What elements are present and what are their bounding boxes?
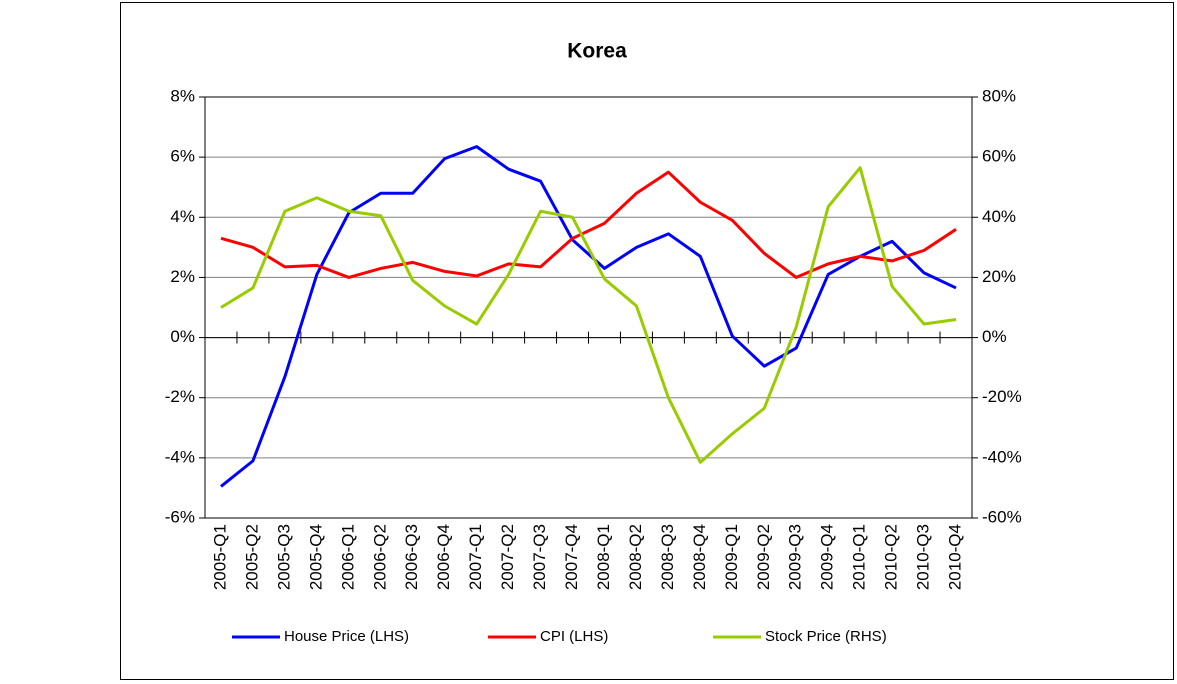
y-tick-label: -6% xyxy=(165,507,195,526)
chart-title: Korea xyxy=(567,40,627,63)
legend-label: CPI (LHS) xyxy=(540,628,608,645)
y2-tick-label: 0% xyxy=(982,327,1007,346)
y2-tick-label: -40% xyxy=(982,447,1022,466)
y2-tick-label: -20% xyxy=(982,387,1022,406)
x-tick-label: 2007-Q4 xyxy=(562,524,581,590)
legend-label: House Price (LHS) xyxy=(284,628,409,645)
x-tick-label: 2009-Q3 xyxy=(786,524,805,590)
x-tick-label: 2009-Q2 xyxy=(754,524,773,590)
series-line xyxy=(220,145,957,488)
y2-tick-label: 80% xyxy=(982,86,1016,105)
x-tick-label: 2010-Q1 xyxy=(850,524,869,590)
x-tick-label: 2008-Q3 xyxy=(658,524,677,590)
x-tick-label: 2005-Q3 xyxy=(274,524,293,590)
x-tick-label: 2008-Q4 xyxy=(690,524,709,590)
x-tick-label: 2006-Q3 xyxy=(402,524,421,590)
x-tick-label: 2008-Q2 xyxy=(626,524,645,590)
x-tick-label: 2007-Q1 xyxy=(466,524,485,590)
y-tick-label: 2% xyxy=(170,267,195,286)
x-tick-label: 2009-Q4 xyxy=(818,524,837,590)
y2-tick-label: -60% xyxy=(982,507,1022,526)
x-tick-label: 2008-Q1 xyxy=(594,524,613,590)
y-tick-label: 6% xyxy=(170,147,195,166)
x-tick-label: 2006-Q2 xyxy=(370,524,389,590)
plot-frame xyxy=(204,96,973,519)
x-tick-label: 2009-Q1 xyxy=(722,524,741,590)
y-tick-label: 0% xyxy=(170,327,195,346)
y2-tick-label: 60% xyxy=(982,147,1016,166)
y2-tick-label: 40% xyxy=(982,207,1016,226)
x-tick-label: 2005-Q4 xyxy=(306,524,325,590)
x-tick-label: 2007-Q2 xyxy=(498,524,517,590)
legend-label: Stock Price (RHS) xyxy=(765,628,887,645)
x-tick-label: 2006-Q1 xyxy=(338,524,357,590)
x-tick-label: 2006-Q4 xyxy=(434,524,453,590)
y-tick-label: 8% xyxy=(170,86,195,105)
series-line xyxy=(220,170,957,279)
x-tick-label: 2007-Q3 xyxy=(530,524,549,590)
x-tick-label: 2010-Q4 xyxy=(946,524,965,590)
x-tick-label: 2010-Q2 xyxy=(882,524,901,590)
x-tick-label: 2010-Q3 xyxy=(914,524,933,590)
y-tick-label: -2% xyxy=(165,387,195,406)
y-tick-label: -4% xyxy=(165,447,195,466)
y2-tick-label: 20% xyxy=(982,267,1016,286)
x-tick-label: 2005-Q1 xyxy=(210,524,229,590)
series-line xyxy=(220,166,957,464)
y-tick-label: 4% xyxy=(170,207,195,226)
x-tick-label: 2005-Q2 xyxy=(242,524,261,590)
